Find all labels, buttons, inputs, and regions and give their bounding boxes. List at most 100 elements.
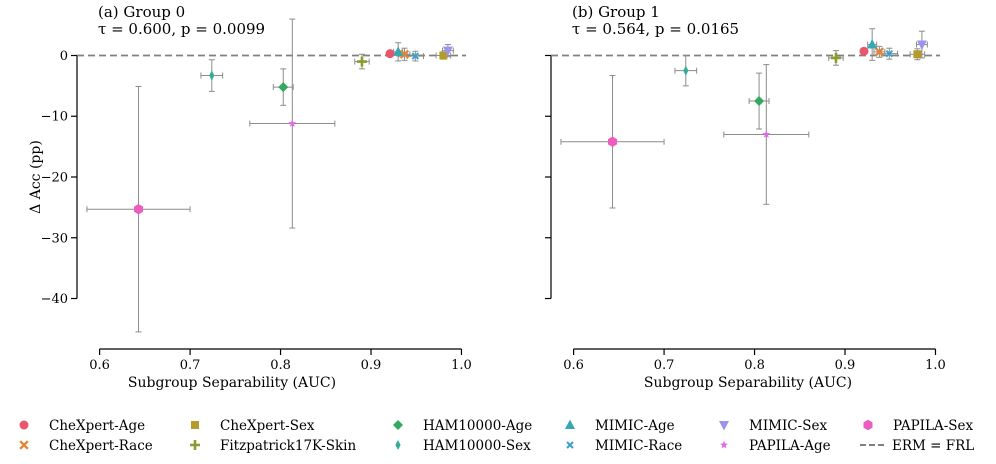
point-papila-age	[288, 119, 297, 127]
legend-marker	[191, 421, 199, 429]
point-fitzpatrick17k-skin-shape	[356, 56, 367, 67]
legend-marker	[190, 440, 200, 450]
x-tick-label: 0.6	[89, 358, 110, 373]
legend-marker	[720, 440, 728, 449]
legend-marker-shape	[565, 419, 575, 429]
legend-label: ERM = FRL	[892, 438, 974, 454]
point-fitzpatrick17k-skin	[356, 56, 367, 67]
point-chexpert-sex	[913, 50, 922, 59]
point-chexpert-age-shape	[385, 49, 395, 59]
point-chexpert-race	[399, 49, 410, 59]
point-ham10000-age-shape	[754, 96, 765, 107]
point-chexpert-race	[874, 47, 885, 57]
point-mimic-age	[393, 46, 404, 56]
point-chexpert-age-shape	[859, 46, 869, 56]
point-fitzpatrick17k-skin	[830, 52, 841, 63]
legend-marker	[863, 419, 873, 431]
panel-group-0: (a) Group 0 τ = 0.600, p = 0.0099 Subgro…	[28, 3, 472, 391]
panel-title-line1: (b) Group 1	[572, 3, 660, 21]
legend-label: MIMIC-Race	[595, 438, 682, 454]
y-tick-label: −40	[41, 292, 68, 307]
legend-marker-shape	[719, 421, 729, 431]
x-axis-label: Subgroup Separability (AUC)	[644, 375, 852, 391]
point-chexpert-sex-shape	[439, 51, 448, 60]
point-mimic-sex	[916, 40, 927, 51]
x-tick-label: 0.9	[361, 358, 382, 373]
point-ham10000-sex-shape	[209, 70, 215, 81]
legend-marker-shape	[19, 440, 29, 450]
legend-label: Fitzpatrick17K-Skin	[220, 438, 356, 454]
point-fitzpatrick17k-skin-shape	[830, 52, 841, 63]
point-papila-sex-shape	[134, 204, 144, 215]
legend-marker	[565, 419, 575, 429]
legend-marker	[19, 440, 29, 450]
point-chexpert-race-shape	[874, 47, 885, 57]
legend-label: CheXpert-Race	[49, 438, 153, 454]
legend-label: PAPILA-Sex	[893, 418, 974, 434]
point-mimic-sex	[442, 46, 453, 57]
y-tick-label: −10	[41, 110, 68, 125]
point-chexpert-sex-shape	[913, 50, 922, 59]
x-tick-label: 0.7	[654, 358, 675, 373]
panel-title-line2: τ = 0.600, p = 0.0099	[98, 20, 265, 38]
point-ham10000-age	[278, 82, 289, 93]
legend-marker	[19, 420, 29, 430]
point-mimic-race-shape	[411, 52, 420, 60]
x-tick-label: 1.0	[451, 358, 472, 373]
point-papila-sex-shape	[608, 136, 618, 147]
x-tick-label: 0.7	[180, 358, 201, 373]
point-mimic-race	[411, 52, 420, 60]
x-tick-label: 0.8	[744, 358, 765, 373]
point-papila-sex	[134, 204, 144, 215]
point-chexpert-age	[859, 46, 869, 56]
point-chexpert-race-shape	[399, 49, 410, 59]
point-mimic-age-shape	[867, 39, 878, 49]
y-axis-label: Δ Acc (pp)	[28, 140, 44, 214]
point-ham10000-age-shape	[278, 82, 289, 93]
point-papila-sex	[608, 136, 618, 147]
y-tick-label: 0	[60, 49, 68, 64]
legend-marker-shape	[720, 440, 728, 449]
legend-marker	[719, 421, 729, 431]
legend-marker-shape	[191, 421, 199, 429]
panel-title-line2: τ = 0.564, p = 0.0165	[572, 20, 739, 38]
point-ham10000-sex-shape	[683, 65, 689, 76]
x-axis-label: Subgroup Separability (AUC)	[128, 375, 336, 391]
point-mimic-race-shape	[885, 49, 894, 58]
legend-marker-shape	[566, 441, 574, 449]
x-tick-label: 0.8	[270, 358, 291, 373]
point-papila-age-shape	[762, 130, 771, 138]
point-ham10000-sex	[209, 70, 215, 81]
point-papila-age	[762, 130, 771, 138]
x-tick-label: 0.6	[563, 358, 584, 373]
point-papila-age-shape	[288, 119, 297, 127]
point-mimic-sex-shape	[916, 40, 927, 51]
point-mimic-sex-shape	[442, 46, 453, 57]
y-tick-label: −20	[41, 171, 68, 186]
legend-marker	[393, 420, 403, 430]
legend-label: HAM10000-Sex	[423, 438, 531, 454]
point-chexpert-sex	[439, 51, 448, 60]
panel-group-1: (b) Group 1 τ = 0.564, p = 0.0165 Subgro…	[545, 3, 946, 391]
legend-label: CheXpert-Sex	[220, 418, 315, 434]
point-ham10000-age	[754, 96, 765, 107]
legend: CheXpert-Age CheXpert-Race CheXpert-Sex …	[19, 418, 974, 454]
legend-marker	[395, 440, 401, 450]
point-mimic-age	[867, 39, 878, 49]
legend-label: PAPILA-Age	[749, 438, 831, 454]
legend-label: HAM10000-Age	[423, 418, 532, 434]
y-tick-label: −30	[41, 231, 68, 246]
legend-marker-shape	[863, 419, 873, 431]
point-chexpert-age	[385, 49, 395, 59]
legend-label: MIMIC-Age	[595, 418, 675, 434]
legend-marker	[566, 441, 574, 449]
legend-marker-shape	[190, 440, 200, 450]
point-mimic-race	[885, 49, 894, 58]
panel-title-line1: (a) Group 0	[98, 3, 185, 21]
legend-marker-shape	[19, 420, 29, 430]
point-mimic-age-shape	[393, 46, 404, 56]
legend-label: CheXpert-Age	[49, 418, 145, 434]
x-tick-label: 1.0	[925, 358, 946, 373]
legend-marker-shape	[393, 420, 403, 430]
